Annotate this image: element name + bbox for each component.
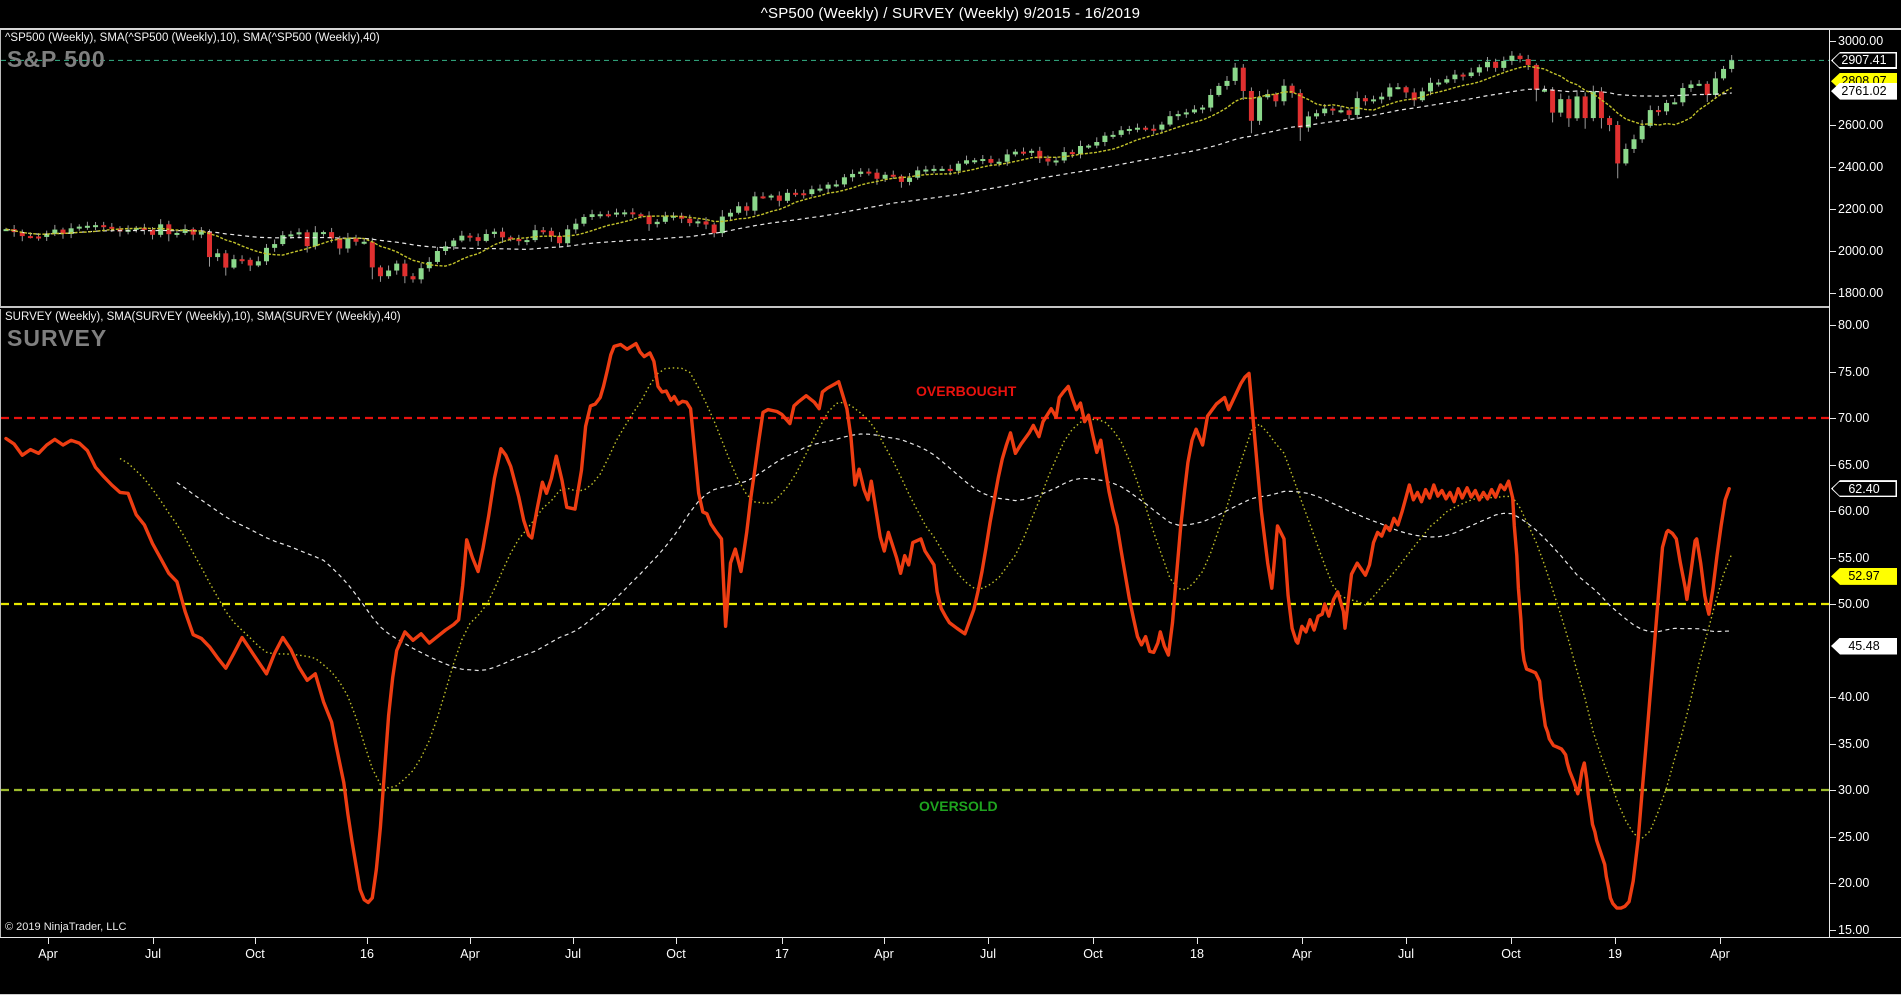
survey-legend: SURVEY (Weekly), SMA(SURVEY (Weekly),10)…	[5, 311, 401, 323]
price-axis-tick	[1830, 125, 1836, 126]
sp500-legend: ^SP500 (Weekly), SMA(^SP500 (Weekly),10)…	[5, 32, 380, 44]
survey-chart-panel[interactable]: SURVEY (Weekly), SMA(SURVEY (Weekly),10)…	[0, 309, 1830, 937]
time-axis-tick	[367, 938, 368, 944]
time-axis-tick	[1615, 938, 1616, 944]
time-axis-label: Oct	[1501, 947, 1521, 961]
price-tag-value: 45.48	[1832, 639, 1896, 654]
price-tag-value: 62.40	[1832, 481, 1896, 496]
time-axis-label: Oct	[666, 947, 686, 961]
price-tag: 45.48	[1831, 637, 1897, 655]
price-axis-tick	[1830, 697, 1836, 698]
price-axis-label: 2600.00	[1838, 118, 1884, 132]
time-axis-tick	[1720, 938, 1721, 944]
price-axis-tick	[1830, 464, 1836, 466]
price-axis-tick	[1830, 371, 1836, 373]
oversold-annotation: OVERSOLD	[919, 797, 998, 814]
time-axis-tick	[1093, 938, 1094, 944]
price-axis-label: 65.00	[1838, 457, 1870, 472]
price-axis-label: 50.00	[1838, 597, 1870, 611]
price-tag-value: 2761.02	[1832, 84, 1896, 99]
time-axis-tick	[782, 938, 783, 944]
price-axis-tick	[1830, 743, 1836, 745]
sp500-watermark: S&P 500	[7, 46, 106, 72]
price-tag: 2907.41	[1831, 51, 1897, 69]
price-axis-label: 30.00	[1838, 783, 1870, 797]
time-axis-tick	[470, 938, 471, 944]
time-axis-tick	[1197, 938, 1198, 944]
price-axis-label: 40.00	[1838, 690, 1870, 704]
price-axis-tick	[1830, 557, 1836, 559]
time-axis-tick	[573, 938, 574, 944]
copyright-notice: © 2019 NinjaTrader, LLC	[5, 921, 127, 933]
price-axis-tick	[1830, 929, 1836, 931]
time-axis-tick	[1511, 938, 1512, 944]
time-axis-label: Apr	[1710, 947, 1730, 961]
price-axis-tick	[1830, 167, 1836, 168]
price-axis-label: 20.00	[1838, 876, 1870, 890]
price-tag: 2761.02	[1831, 82, 1897, 100]
price-axis-tick	[1830, 790, 1836, 791]
price-axis[interactable]: 3000.00 2600.00 2400.00 2200.00 2000.00 1800.…	[1829, 30, 1901, 937]
survey-line-plot[interactable]	[1, 309, 1830, 937]
time-axis-label: Apr	[874, 947, 894, 961]
time-axis-label: Apr	[38, 947, 58, 961]
sp500-candlestick-plot[interactable]	[1, 30, 1830, 307]
time-axis-label: Apr	[1292, 947, 1312, 961]
price-axis-label: 3000.00	[1838, 34, 1884, 48]
price-tag-value: 2907.41	[1832, 53, 1896, 68]
price-axis-tick	[1830, 41, 1836, 42]
time-axis-label: Oct	[1083, 947, 1103, 961]
price-axis-tick	[1830, 511, 1836, 512]
survey-watermark: SURVEY	[7, 325, 108, 351]
price-axis-tick	[1830, 418, 1836, 419]
price-tag-value: 52.97	[1832, 569, 1896, 584]
window-title: ^SP500 (Weekly) / SURVEY (Weekly) 9/2015…	[0, 0, 1901, 30]
time-axis-tick	[255, 938, 256, 944]
price-axis-label: 2400.00	[1838, 160, 1884, 174]
price-axis-label: 35.00	[1838, 736, 1870, 751]
price-axis-tick	[1830, 836, 1836, 838]
time-axis-tick	[48, 938, 49, 944]
time-axis-tick	[1302, 938, 1303, 944]
time-axis-label: Jul	[1398, 947, 1414, 961]
time-axis-tick	[884, 938, 885, 944]
time-axis-label: 18	[1190, 947, 1204, 961]
price-axis-tick	[1830, 325, 1836, 326]
price-axis-label: 25.00	[1838, 829, 1870, 844]
time-axis-label: 19	[1608, 947, 1622, 961]
time-axis-label: Jul	[980, 947, 996, 961]
price-axis-tick	[1830, 604, 1836, 605]
price-axis-tick	[1830, 209, 1836, 210]
time-axis-tick	[676, 938, 677, 944]
price-tag: 62.40	[1831, 480, 1897, 498]
time-axis-label: Jul	[565, 947, 581, 961]
time-axis-tick	[988, 938, 989, 944]
price-axis-label: 1800.00	[1838, 286, 1884, 300]
price-axis-label: 55.00	[1838, 550, 1870, 565]
panel-divider[interactable]	[0, 306, 1829, 308]
price-axis-tick	[1830, 251, 1836, 252]
time-axis-tick	[1406, 938, 1407, 944]
price-axis-tick	[1830, 883, 1836, 884]
sp500-chart-panel[interactable]: ^SP500 (Weekly), SMA(^SP500 (Weekly),10)…	[0, 30, 1830, 307]
price-axis-label: 60.00	[1838, 504, 1870, 518]
time-axis-label: Apr	[460, 947, 480, 961]
price-axis-tick	[1830, 293, 1836, 294]
time-axis-label: Oct	[245, 947, 265, 961]
time-axis-label: 16	[360, 947, 374, 961]
price-axis-label: 70.00	[1838, 411, 1870, 425]
price-axis-label: 75.00	[1838, 364, 1870, 379]
price-axis-label: 15.00	[1838, 922, 1870, 937]
time-axis-label: 17	[775, 947, 789, 961]
price-axis-label: 80.00	[1838, 318, 1870, 332]
time-axis[interactable]: Apr Jul Oct 16 Apr Jul Oct 17 Apr Jul Oct 18 Apr Jul O…	[0, 937, 1901, 994]
price-tag: 52.97	[1831, 567, 1897, 585]
overbought-annotation: OVERBOUGHT	[916, 382, 1017, 399]
time-axis-tick	[153, 938, 154, 944]
time-axis-label: Jul	[145, 947, 161, 961]
price-axis-label: 2000.00	[1838, 244, 1884, 258]
price-axis-label: 2200.00	[1838, 202, 1884, 216]
